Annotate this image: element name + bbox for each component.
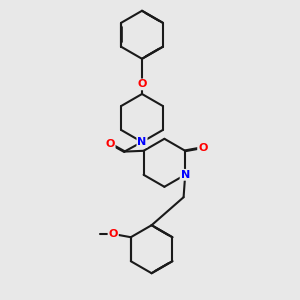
Text: O: O <box>198 142 208 153</box>
Text: N: N <box>181 170 190 180</box>
Text: O: O <box>109 229 118 239</box>
Text: N: N <box>137 137 147 147</box>
Text: O: O <box>105 139 115 148</box>
Text: O: O <box>137 80 147 89</box>
